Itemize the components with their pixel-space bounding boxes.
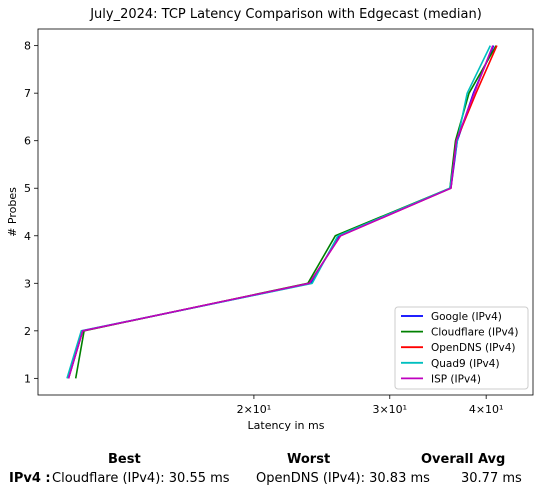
y-tick-label: 5 bbox=[24, 182, 31, 195]
x-tick-label: 4×10¹ bbox=[469, 403, 504, 416]
legend-label: ISP (IPv4) bbox=[431, 373, 481, 385]
legend-label: Cloudflare (IPv4) bbox=[431, 327, 518, 339]
summary-avg-value: 30.77 ms bbox=[461, 471, 522, 486]
summary-header-worst: Worst bbox=[287, 452, 331, 467]
y-tick-label: 4 bbox=[24, 230, 31, 243]
summary-worst-value: OpenDNS (IPv4): 30.83 ms bbox=[256, 471, 430, 486]
latency-chart: July_2024: TCP Latency Comparison with E… bbox=[6, 7, 534, 432]
summary-header-best: Best bbox=[108, 452, 141, 467]
summary-header-avg: Overall Avg bbox=[421, 452, 506, 467]
x-tick-label: 3×10¹ bbox=[372, 403, 407, 416]
legend-box bbox=[394, 306, 529, 390]
summary-row-label: IPv4 : bbox=[9, 471, 51, 486]
summary-best-value: Cloudflare (IPv4): 30.55 ms bbox=[52, 471, 230, 486]
y-tick-label: 1 bbox=[24, 372, 31, 385]
x-tick-label: 2×10¹ bbox=[237, 403, 272, 416]
chart-title: July_2024: TCP Latency Comparison with E… bbox=[89, 7, 482, 22]
x-axis-ticks: 2×10¹ 3×10¹ 4×10¹ bbox=[237, 395, 504, 416]
y-tick-label: 3 bbox=[24, 277, 31, 290]
legend: Google (IPv4) Cloudflare (IPv4) OpenDNS (I… bbox=[394, 306, 529, 390]
series-line bbox=[67, 45, 494, 379]
legend-label: OpenDNS (IPv4) bbox=[431, 342, 516, 354]
legend-label: Google (IPv4) bbox=[431, 311, 502, 323]
x-axis-label: Latency in ms bbox=[248, 419, 325, 432]
y-tick-label: 8 bbox=[24, 40, 31, 53]
series-lines bbox=[66, 45, 498, 379]
y-axis-label: # Probes bbox=[6, 187, 19, 237]
y-axis-ticks: 1 2 3 4 5 6 7 8 bbox=[24, 40, 38, 385]
y-tick-label: 2 bbox=[24, 325, 31, 338]
y-tick-label: 7 bbox=[24, 87, 31, 100]
plot-frame bbox=[37, 28, 534, 396]
y-tick-label: 6 bbox=[24, 135, 31, 148]
legend-label: Quad9 (IPv4) bbox=[431, 358, 500, 370]
